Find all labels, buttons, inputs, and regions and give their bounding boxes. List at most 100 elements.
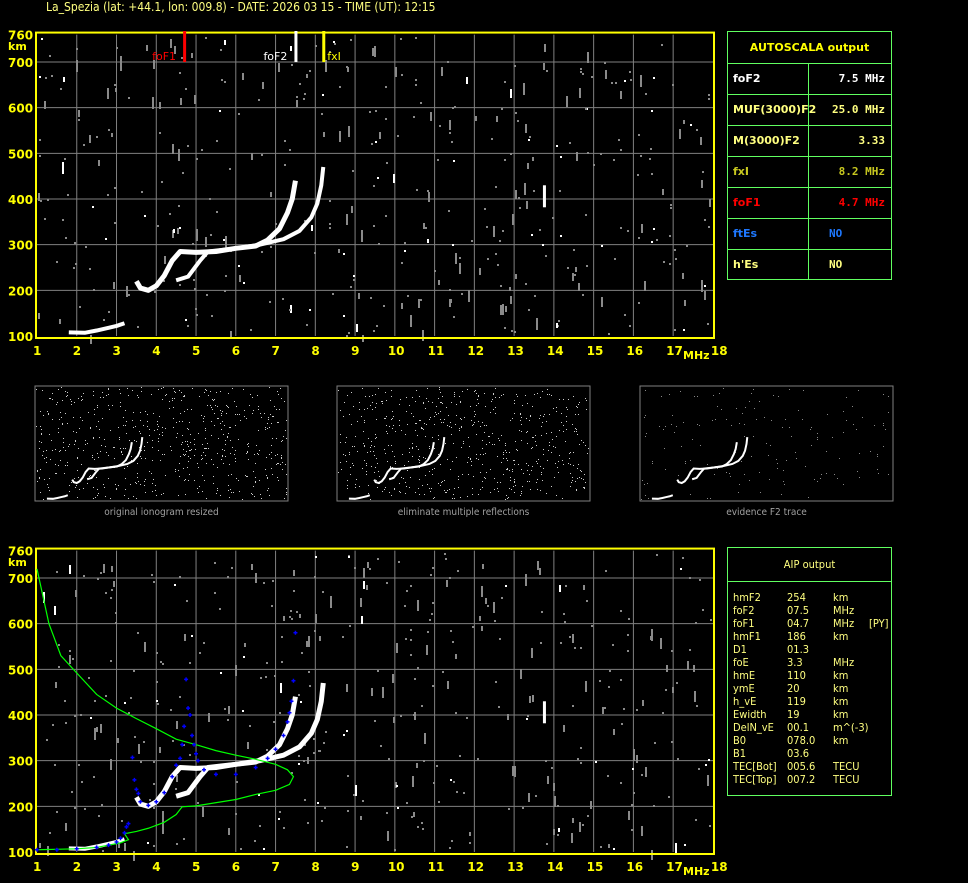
thumbnail-0 xyxy=(34,385,289,502)
noise-dot xyxy=(281,661,283,663)
x-axis-label: MHz xyxy=(683,865,710,878)
thumbnail-noise xyxy=(392,418,393,419)
noise-dot xyxy=(225,275,227,277)
noise-dot xyxy=(334,43,336,45)
thumbnail-noise xyxy=(144,481,145,482)
noise-dot xyxy=(504,159,506,161)
thumbnail-noise xyxy=(203,418,204,419)
noise-dot xyxy=(78,764,80,766)
noise-dot xyxy=(704,285,706,287)
thumbnail-noise xyxy=(58,432,59,433)
thumbnail-noise xyxy=(222,421,223,422)
thumbnail-noise xyxy=(781,494,782,495)
thumbnail-noise xyxy=(190,450,191,451)
thumbnail-noise xyxy=(286,488,287,489)
thumbnail-noise xyxy=(99,429,100,430)
noise-dot xyxy=(709,199,711,207)
thumbnail-noise xyxy=(125,478,126,479)
autoscala-value: NO xyxy=(829,227,843,240)
noise-dot xyxy=(304,799,306,801)
thumbnail-noise xyxy=(213,476,214,477)
thumbnail-noise xyxy=(271,468,272,469)
thumbnail-noise xyxy=(492,399,493,400)
thumbnail-noise xyxy=(67,465,68,466)
thumbnail-noise xyxy=(531,448,532,449)
noise-dot xyxy=(579,822,581,832)
noise-dot xyxy=(432,602,434,604)
thumbnail-noise xyxy=(428,401,429,402)
thumbnail-noise xyxy=(40,469,41,470)
noise-dot xyxy=(118,842,120,848)
noise-dot xyxy=(708,98,710,100)
thumbnail-noise xyxy=(441,422,442,423)
thumbnail-noise xyxy=(62,424,63,425)
noise-dot xyxy=(325,731,327,733)
noise-dot xyxy=(88,677,90,679)
noise-dot xyxy=(417,667,419,669)
noise-dot xyxy=(105,695,107,697)
noise-dot xyxy=(495,186,497,188)
thumbnail-noise xyxy=(175,471,176,472)
thumbnail-noise xyxy=(557,467,558,468)
noise-dot xyxy=(559,585,561,592)
thumbnail-noise xyxy=(832,437,833,438)
thumbnail-noise xyxy=(389,492,390,493)
noise-dot xyxy=(574,274,576,276)
thumbnail-noise xyxy=(185,479,186,480)
thumbnail-noise xyxy=(540,466,541,467)
thumbnail-noise xyxy=(340,434,341,435)
thumbnail-noise xyxy=(389,426,390,427)
thumbnail-noise xyxy=(267,490,268,491)
noise-dot xyxy=(140,761,142,763)
thumbnail-noise xyxy=(376,480,377,481)
noise-dot xyxy=(540,642,542,644)
noise-dot xyxy=(306,641,308,647)
thumbnail-noise xyxy=(255,481,256,482)
noise-dot xyxy=(580,647,582,649)
thumbnail-noise xyxy=(505,443,506,444)
y-tick-label: 500 xyxy=(8,147,33,161)
thumbnail-noise xyxy=(169,401,170,402)
thumbnail-noise xyxy=(252,397,253,398)
noise-dot xyxy=(309,70,311,72)
thumbnail-noise xyxy=(570,486,571,487)
marker-fof1 xyxy=(183,31,187,62)
thumbnail-noise xyxy=(562,460,563,461)
thumbnail-noise xyxy=(418,459,419,460)
noise-dot xyxy=(486,226,488,228)
thumbnail-noise xyxy=(439,387,440,388)
aip-trace-point xyxy=(174,763,179,768)
thumbnail-noise xyxy=(44,458,45,459)
noise-dot xyxy=(85,246,87,248)
thumbnail-noise xyxy=(516,449,517,450)
y-tick-label: 700 xyxy=(8,572,33,586)
thumbnail-noise xyxy=(176,437,177,438)
noise-dot xyxy=(170,709,172,711)
thumbnail-noise xyxy=(110,430,111,431)
thumbnail-noise xyxy=(795,452,796,453)
thumbnail-noise xyxy=(382,491,383,492)
thumbnail-noise xyxy=(183,454,184,455)
noise-dot xyxy=(348,126,350,137)
thumbnail-noise xyxy=(409,448,410,449)
thumbnail-noise xyxy=(690,460,691,461)
thumbnail-noise xyxy=(426,424,427,425)
thumbnail-noise xyxy=(837,478,838,479)
noise-dot xyxy=(545,760,547,762)
thumbnail-noise xyxy=(517,450,518,451)
thumbnail-noise xyxy=(198,492,199,493)
thumbnail-noise xyxy=(179,421,180,422)
thumbnail-noise xyxy=(392,467,393,468)
noise-dot xyxy=(459,257,461,259)
thumbnail-noise xyxy=(425,408,426,409)
noise-dot xyxy=(230,331,232,337)
thumbnail-noise xyxy=(46,457,47,458)
thumbnail-noise xyxy=(141,387,142,388)
x-tick-label: 3 xyxy=(113,344,121,358)
noise-dot xyxy=(225,236,227,248)
thumbnail-noise xyxy=(532,447,533,448)
thumbnail-noise xyxy=(846,420,847,421)
noise-dot xyxy=(272,580,274,582)
noise-dot xyxy=(542,244,544,246)
aip-trace-point xyxy=(201,767,206,772)
